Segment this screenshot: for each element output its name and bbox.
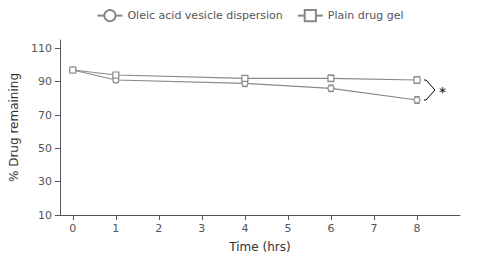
svg-text:6: 6 <box>327 222 334 235</box>
svg-text:2: 2 <box>155 222 162 235</box>
svg-text:10: 10 <box>38 209 52 222</box>
svg-text:Time (hrs): Time (hrs) <box>228 240 290 254</box>
svg-text:0: 0 <box>69 222 76 235</box>
svg-text:5: 5 <box>284 222 291 235</box>
svg-text:30: 30 <box>38 175 52 188</box>
svg-text:70: 70 <box>38 109 52 122</box>
svg-text:1: 1 <box>112 222 119 235</box>
svg-text:Plain drug gel: Plain drug gel <box>328 9 404 22</box>
svg-text:110: 110 <box>31 42 52 55</box>
svg-text:*: * <box>439 84 446 100</box>
svg-text:Oleic acid vesicle dispersion: Oleic acid vesicle dispersion <box>127 9 282 22</box>
svg-text:8: 8 <box>413 222 420 235</box>
svg-text:% Drug remaining: % Drug remaining <box>7 73 21 182</box>
svg-text:50: 50 <box>38 142 52 155</box>
svg-text:90: 90 <box>38 75 52 88</box>
svg-text:7: 7 <box>370 222 377 235</box>
svg-text:4: 4 <box>241 222 248 235</box>
svg-text:3: 3 <box>198 222 205 235</box>
